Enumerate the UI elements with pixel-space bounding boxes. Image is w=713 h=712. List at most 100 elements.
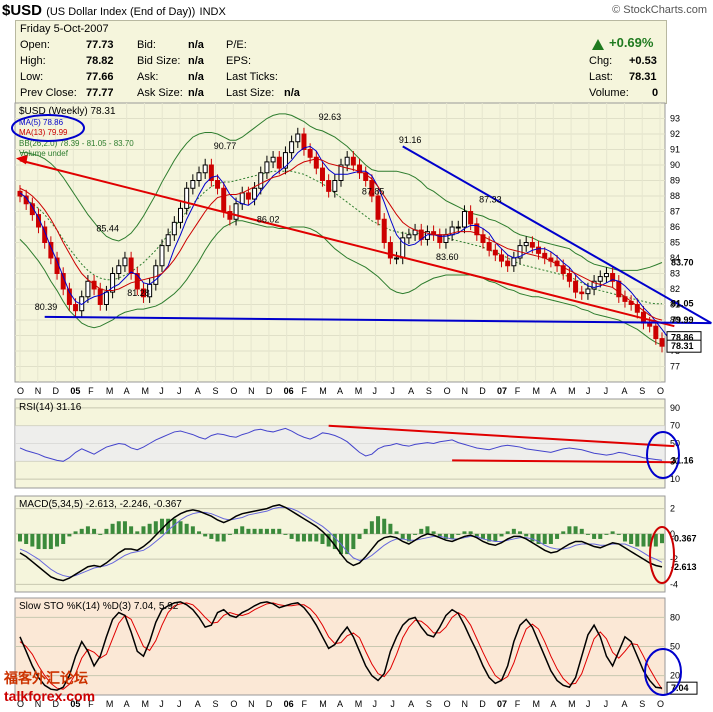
price-candle [153, 265, 159, 285]
volume-value: 0 [652, 87, 659, 99]
price-candle [301, 133, 307, 150]
high-label: High: [20, 55, 46, 67]
exchange: INDX [199, 6, 226, 18]
price-ytick-label: 90 [670, 160, 680, 170]
indicator-ytick-label: 30 [670, 456, 680, 466]
price-candle [122, 257, 128, 267]
macd-histogram-bar [555, 533, 560, 539]
price-candle [91, 280, 97, 290]
ask-value: n/a [188, 71, 204, 83]
prevclose-value: 77.77 [86, 87, 114, 99]
macd-histogram-bar [172, 518, 177, 534]
lastsize-value: n/a [284, 87, 300, 99]
price-candle [171, 221, 177, 236]
price-ytick-label: 87 [670, 207, 680, 217]
sto-x-axis-label: O [657, 699, 664, 709]
macd-histogram-bar [61, 533, 66, 544]
sto-x-axis-label: D [479, 699, 486, 709]
x-axis-label: M [319, 386, 327, 396]
last-value: 78.31 [629, 71, 657, 83]
x-axis-label: J [373, 386, 378, 396]
bidsize-value: n/a [188, 55, 204, 67]
macd-histogram-bar [468, 531, 473, 534]
macd-histogram-bar [573, 526, 578, 534]
price-candle [17, 190, 23, 197]
macd-histogram-bar [456, 533, 461, 535]
macd-histogram-bar [314, 533, 319, 542]
sto-x-axis-label: D [53, 699, 60, 709]
price-candle [653, 325, 659, 340]
x-axis-label: M [568, 386, 576, 396]
x-axis-label: 06 [284, 386, 294, 396]
price-candle [591, 280, 597, 290]
macd-histogram-bar [530, 533, 535, 542]
price-ytick-label: 83 [670, 269, 680, 279]
price-candle [295, 133, 301, 143]
sto-x-axis-label: D [266, 699, 273, 709]
x-axis-label: A [550, 386, 556, 396]
rsi-trendline [452, 459, 675, 464]
price-candle [110, 273, 116, 293]
price-candle [178, 207, 183, 223]
macd-histogram-bar [221, 533, 226, 542]
macd-histogram-bar [419, 528, 424, 534]
low-label: Low: [20, 71, 44, 83]
macd-histogram-bar [425, 526, 430, 534]
price-candle [29, 203, 35, 216]
macd-histogram-bar [357, 533, 362, 539]
macd-histogram-bar [413, 533, 418, 535]
price-candle [48, 242, 54, 259]
chg-value: +0.53 [629, 55, 657, 67]
sto-x-axis-label: F [515, 699, 521, 709]
macd-histogram-bar [197, 531, 202, 534]
bid-value: n/a [188, 39, 204, 51]
macd-histogram-bar [431, 531, 436, 534]
macd-histogram-bar [116, 521, 121, 534]
sto-x-axis-label: M [568, 699, 576, 709]
price-ytick-label: 93 [670, 114, 680, 124]
price-candle [128, 257, 134, 274]
macd-histogram-bar [363, 528, 368, 534]
price-candle [338, 164, 344, 181]
sto-x-axis-label: O [230, 699, 237, 709]
sto-highlight-circle [644, 648, 682, 696]
price-candle [73, 304, 79, 312]
indicator-ytick-label: 50 [670, 642, 680, 652]
macd-histogram-bar [92, 528, 97, 534]
price-candle [319, 167, 325, 182]
price-ytick-label: 85 [670, 238, 680, 248]
price-annotation: 80.39 [35, 302, 58, 312]
bid-label: Bid: [137, 39, 156, 51]
price-candle [511, 257, 517, 267]
indicator-ytick-label: 2 [670, 504, 675, 514]
x-axis-label: O [17, 386, 24, 396]
price-candle [215, 180, 221, 189]
sto-x-axis-label: A [124, 699, 130, 709]
macd-histogram-bar [579, 528, 584, 534]
macd-histogram-bar [351, 533, 356, 550]
x-axis-label: J [159, 386, 164, 396]
symbol: $USD [2, 2, 43, 19]
x-axis-label: A [337, 386, 343, 396]
sto-x-axis-label: J [390, 699, 395, 709]
macd-histogram-bar [240, 526, 245, 534]
sto-x-axis-label: O [444, 699, 451, 709]
macd-histogram-bar [178, 521, 183, 534]
price-ytick-label: 84 [670, 253, 680, 263]
sto-k-line [19, 601, 663, 691]
macd-histogram-bar [382, 518, 387, 534]
price-candle [196, 172, 202, 181]
macd-histogram-bar [48, 533, 53, 550]
price-candle [424, 231, 430, 240]
price-candle [387, 242, 393, 259]
price-annotation: 92.63 [319, 112, 342, 122]
brand[interactable]: © StockCharts.com [612, 4, 707, 16]
macd-histogram-bar [616, 533, 621, 535]
right-value-label: 79.99 [671, 315, 694, 325]
open-label: Open: [20, 39, 50, 51]
price-candle [116, 265, 122, 274]
price-ytick-label: 81 [670, 300, 680, 310]
price-annotation: 83.60 [436, 252, 459, 262]
right-value-box [666, 339, 702, 353]
